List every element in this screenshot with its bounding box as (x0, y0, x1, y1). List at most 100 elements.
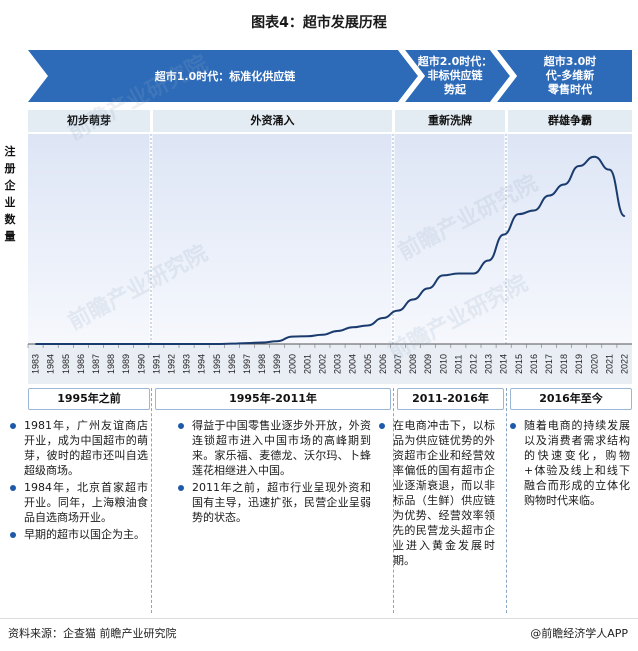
bullet-dot-icon (510, 423, 516, 429)
x-tick-label: 2018 (559, 354, 569, 374)
source-note: 资料来源：企查猫 前瞻产业研究院 (8, 627, 177, 640)
desc-item: 随着电商的持续发展以及消费者需求结构的快速变化，购物+体验及线上和线下融合而形成… (508, 418, 630, 508)
data-point (457, 272, 460, 275)
period-label-3: 2011-2016年 (397, 388, 504, 410)
x-tick-label: 2007 (393, 354, 403, 374)
data-point (291, 335, 294, 338)
x-tick-label: 1989 (121, 354, 131, 374)
data-point (578, 165, 580, 167)
data-point (336, 330, 339, 332)
x-tick-label: 2010 (438, 354, 448, 374)
x-axis-band (28, 344, 632, 384)
data-point (34, 343, 37, 345)
x-tick-label: 1991 (151, 354, 161, 374)
data-point (412, 298, 414, 301)
data-point (608, 168, 611, 171)
data-point (593, 155, 596, 158)
phase-bar-3 (395, 110, 505, 132)
phase-bar-1 (28, 110, 150, 132)
brand-credit: @前瞻经济学人APP (530, 627, 628, 640)
data-point (95, 343, 97, 345)
data-point (366, 324, 369, 327)
x-tick-label: 2012 (468, 354, 478, 374)
data-point (382, 317, 384, 319)
x-tick-label: 2016 (529, 354, 539, 374)
data-point (548, 194, 550, 197)
desc-item: 1981年，广州友谊商店开业，成为中国超市的萌芽，彼时的超市还叫自选超级商场。 (8, 418, 148, 478)
desc-item: 在电商冲击下，以标品为供应链优势的外资超市企业和经营效率偏低的国有超市企业逐渐衰… (377, 418, 495, 568)
desc-item: 早期的超市以国企为主。 (8, 527, 148, 542)
x-tick-label: 1984 (46, 354, 56, 374)
period-divider (393, 388, 394, 613)
x-tick-label: 1983 (31, 354, 41, 374)
plot-area (28, 134, 632, 344)
x-tick-label: 1986 (76, 354, 86, 374)
x-tick-label: 1994 (197, 354, 207, 374)
registration-line-chart: 1983 1984 1985 1986 1987 1988 1989 1990 1991 1992… (27, 134, 632, 386)
data-point (155, 343, 158, 345)
data-point (231, 342, 233, 345)
x-tick-label: 2014 (499, 354, 509, 374)
data-point (125, 343, 127, 345)
era-3-label: 超市3.0时 代-多维新 零售时代 (543, 55, 597, 96)
period-divider (151, 388, 152, 613)
x-tick-label: 2004 (348, 354, 358, 374)
bullet-dot-icon (379, 423, 385, 429)
x-tick-label: 1999 (272, 354, 282, 374)
data-point (502, 233, 505, 236)
data-point (64, 343, 67, 345)
data-point (200, 343, 203, 345)
x-tick-label: 2008 (408, 354, 418, 374)
y-axis-label: 注册 企业 数量 (4, 145, 16, 243)
x-tick-label: 2015 (514, 354, 524, 374)
data-point (185, 343, 188, 345)
x-tick-label: 2006 (378, 354, 388, 374)
phase-label-4: 群雄争霸 (548, 114, 592, 127)
data-point (246, 342, 248, 344)
data-point (351, 326, 354, 329)
x-tick-label: 1985 (61, 354, 71, 374)
data-point (397, 309, 399, 312)
bullet-dot-icon (10, 423, 16, 429)
data-point (276, 340, 278, 343)
era-2-label: 超市2.0时代： 非标供应链 势起 (417, 55, 493, 96)
desc-column-4: 随着电商的持续发展以及消费者需求结构的快速变化，购物+体验及线上和线下融合而形成… (508, 418, 630, 510)
desc-column-3: 在电商冲击下，以标品为供应链优势的外资超市企业和经营效率偏低的国有超市企业逐渐衰… (377, 418, 495, 570)
data-point (487, 259, 490, 262)
data-point (306, 335, 309, 338)
bullet-dot-icon (10, 485, 16, 491)
bullet-dot-icon (178, 423, 184, 429)
data-point (49, 343, 52, 345)
data-point (623, 215, 626, 217)
era-1-label: 超市1.0时代：标准化供应链 (154, 70, 296, 83)
x-tick-label: 2001 (302, 354, 312, 374)
x-tick-label: 2017 (544, 354, 554, 374)
period-label-4: 2016年至今 (510, 388, 632, 410)
x-tick-label: 2022 (619, 354, 629, 374)
era-3-arrow (497, 50, 632, 102)
x-tick-label: 2000 (287, 354, 297, 374)
data-point (170, 343, 173, 345)
data-point (472, 272, 475, 275)
desc-item: 1984年，北京首家超市开业。同年，上海粮油食品自选商场开业。 (8, 480, 148, 525)
data-point (110, 343, 112, 345)
era-arrow-band (28, 50, 632, 102)
desc-item: 得益于中国零售业逐步外开放，外资连锁超市进入中国市场的高峰期到来。家乐福、麦德龙… (176, 418, 371, 478)
desc-column-2: 得益于中国零售业逐步外开放，外资连锁超市进入中国市场的高峰期到来。家乐福、麦德龙… (176, 418, 371, 527)
data-point (140, 343, 143, 345)
x-tick-label: 2002 (317, 354, 327, 374)
x-tick-label: 2013 (484, 354, 494, 374)
desc-item: 2011年之前，超市行业呈现外资和国有主导，迅速扩张，民营企业呈弱势的状态。 (176, 480, 371, 525)
x-tick-label: 1992 (166, 354, 176, 374)
period-divider (506, 388, 507, 613)
era-1-arrow (28, 50, 418, 102)
period-label-2: 1995年-2011年 (155, 388, 391, 410)
x-tick-label: 2005 (363, 354, 373, 374)
phase-bar-2 (153, 110, 392, 132)
phase-label-1: 初步萌芽 (67, 114, 111, 127)
x-tick-label: 1997 (242, 354, 252, 374)
data-point (563, 183, 565, 186)
data-point (517, 213, 520, 215)
x-tick-label: 2021 (604, 354, 614, 374)
period-label-1: 1995年之前 (28, 388, 150, 410)
